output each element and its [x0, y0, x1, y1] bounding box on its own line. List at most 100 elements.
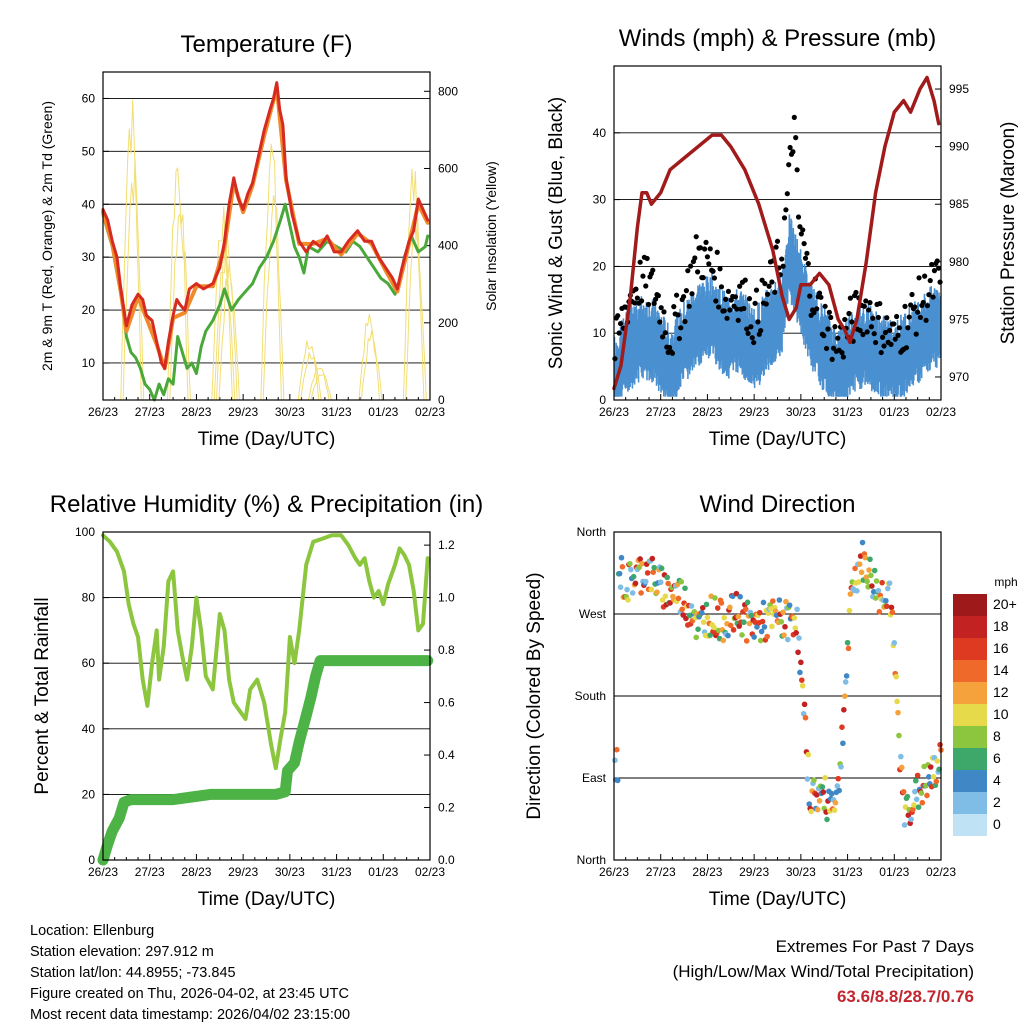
y2-tick-label: 0.4 — [438, 748, 455, 762]
gust-point — [924, 303, 931, 309]
gust-point — [923, 317, 929, 323]
gust-point — [657, 319, 663, 325]
direction-point — [758, 628, 765, 635]
direction-point — [628, 566, 634, 573]
gust-point — [825, 326, 831, 332]
colorbar-swatch — [953, 682, 987, 704]
direction-point — [778, 618, 785, 625]
gust-point — [774, 238, 781, 244]
direction-point — [665, 580, 671, 587]
gust-point — [716, 304, 722, 310]
gust-point — [773, 244, 779, 250]
direction-point — [854, 588, 860, 594]
insolation-peak — [218, 261, 240, 401]
gust-point — [908, 302, 914, 308]
direction-point — [888, 604, 895, 611]
gust-point — [826, 309, 832, 315]
created-text: Figure created on Thu, 2026-04-02, at 23… — [30, 986, 349, 1002]
x-tick-label: 28/23 — [692, 865, 722, 879]
direction-point — [625, 597, 631, 603]
winds-title: Winds (mph) & Pressure (mb) — [619, 25, 936, 52]
direction-point — [630, 573, 637, 580]
direction-point — [754, 624, 760, 630]
wind-direction-ylabel: Direction (Colored By Speed) — [524, 572, 545, 819]
direction-point — [886, 580, 893, 586]
direction-point — [842, 679, 849, 685]
x-tick-label: 31/23 — [833, 405, 863, 419]
direction-point — [841, 707, 847, 713]
colorbar-label: 8 — [993, 728, 1001, 744]
gust-point — [675, 312, 681, 318]
x-tick-label: 28/23 — [181, 405, 211, 419]
x-tick-label: 27/23 — [135, 865, 165, 879]
direction-point — [834, 783, 841, 789]
direction-point — [612, 757, 618, 764]
gust-point — [926, 292, 932, 298]
winds-y2label: Station Pressure (Maroon) — [998, 122, 1019, 345]
direction-point — [805, 751, 812, 758]
direction-point — [718, 600, 725, 606]
pressure-line — [612, 75, 941, 391]
x-tick-label: 02/23 — [415, 405, 445, 419]
x-tick-label: 27/23 — [646, 405, 676, 419]
insolation-peak — [262, 195, 285, 401]
y-tick-label: 80 — [82, 591, 96, 605]
direction-point — [911, 802, 917, 808]
direction-point — [915, 804, 922, 810]
x-tick-label: 27/23 — [135, 405, 165, 419]
gust-point — [814, 306, 820, 312]
colorbar-swatch — [953, 616, 987, 638]
gust-point — [744, 326, 750, 332]
direction-point — [614, 746, 620, 753]
gust-point — [793, 135, 799, 141]
gust-point — [822, 303, 828, 309]
insolation-peak — [405, 214, 427, 401]
gust-point — [702, 246, 708, 252]
gust-point — [650, 267, 656, 273]
direction-point — [845, 645, 852, 652]
gust-point — [615, 313, 621, 319]
gust-point — [766, 283, 772, 289]
gust-point — [784, 191, 790, 197]
direction-point — [816, 798, 823, 804]
gust-point — [651, 300, 657, 307]
wind_direction-title: Wind Direction — [699, 491, 855, 518]
colorbar-swatch — [953, 814, 987, 836]
gust-point — [732, 294, 739, 300]
gust-point — [790, 149, 796, 155]
gust-point — [847, 295, 853, 301]
rainfall-line — [97, 655, 434, 866]
direction-point — [739, 632, 745, 638]
y-tick-label: West — [579, 607, 607, 621]
gust-point — [909, 291, 915, 298]
x-tick-label: 30/23 — [275, 405, 305, 419]
direction-point — [695, 626, 701, 633]
y2-tick-label: 200 — [438, 316, 458, 330]
direction-point — [675, 595, 682, 602]
direction-point — [832, 799, 839, 806]
gust-point — [871, 331, 877, 337]
colorbar-label: 10 — [993, 706, 1009, 722]
direction-point — [720, 637, 727, 644]
gust-point — [804, 250, 810, 256]
direction-point — [797, 669, 803, 676]
direction-point — [894, 698, 900, 705]
direction-point — [838, 764, 844, 770]
direction-point — [682, 585, 688, 592]
gust-point — [700, 275, 706, 281]
gust-point — [661, 309, 667, 315]
direction-point — [793, 630, 799, 636]
temperature-plot-frame — [102, 71, 431, 401]
direction-point — [714, 605, 721, 611]
extremes-values: 63.6/8.8/28.7/0.76 — [836, 987, 974, 1006]
gust-point — [931, 268, 938, 274]
y-tick-label: 60 — [82, 656, 96, 670]
gust-point — [689, 291, 695, 297]
gust-point — [633, 286, 639, 292]
gust-point — [800, 227, 806, 233]
direction-point — [868, 572, 874, 579]
gust-point — [721, 308, 727, 314]
insolation-peak — [213, 245, 236, 401]
direction-point — [760, 599, 767, 606]
